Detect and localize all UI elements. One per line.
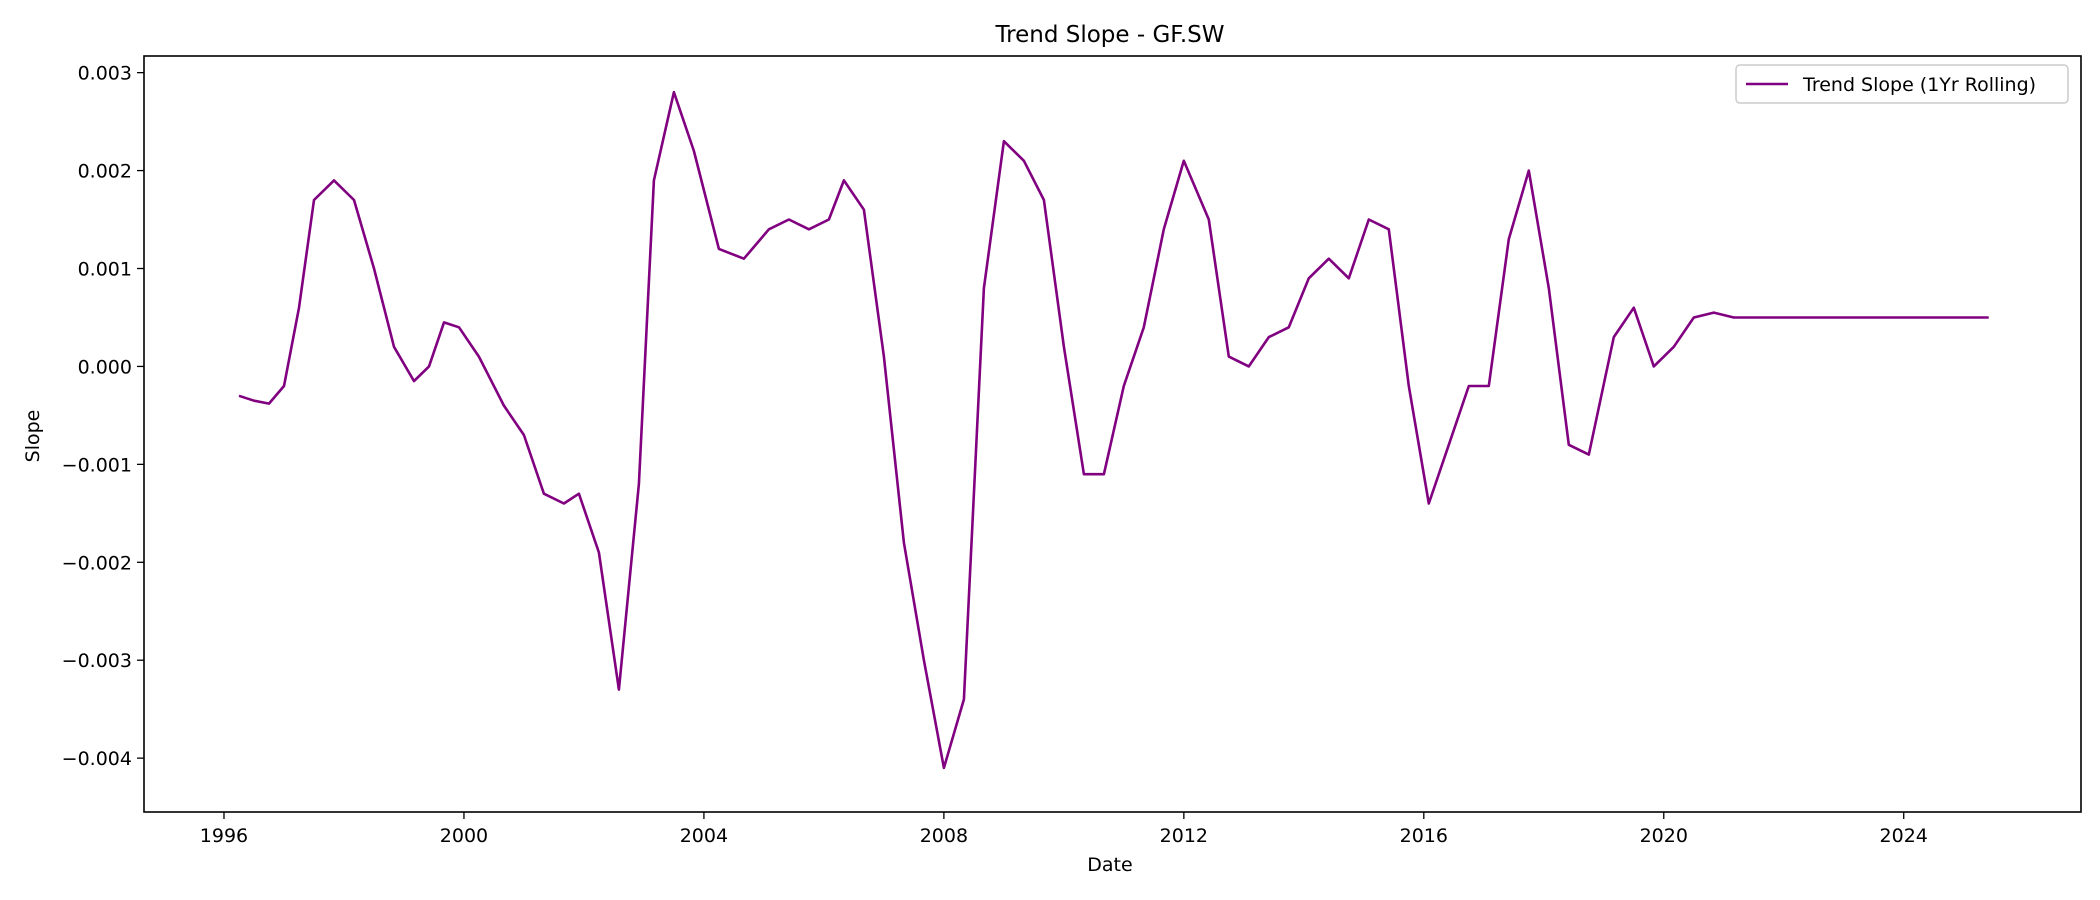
y-axis: 0.003 0.002 0.001 0.000 −0.001 −0.002 −0.003 −0… xyxy=(62,63,144,770)
x-axis: 1996 2000 2004 2008 2012 2016 2020 2024 xyxy=(200,812,1928,847)
chart-title: Trend Slope - GF.SW xyxy=(994,22,1224,48)
x-tick-label: 2004 xyxy=(680,825,728,847)
y-tick-label: −0.001 xyxy=(62,454,132,476)
x-tick-label: 2000 xyxy=(440,825,488,847)
y-tick-label: −0.003 xyxy=(62,650,132,672)
x-tick-label: 2020 xyxy=(1640,825,1688,847)
legend-label: Trend Slope (1Yr Rolling) xyxy=(1802,74,2036,96)
x-axis-label: Date xyxy=(1087,854,1132,876)
x-tick-label: 2016 xyxy=(1400,825,1448,847)
x-tick-label: 2012 xyxy=(1160,825,1208,847)
x-tick-label: 2008 xyxy=(920,825,968,847)
y-axis-label: Slope xyxy=(22,410,44,463)
y-tick-label: 0.000 xyxy=(78,356,132,378)
y-tick-label: 0.001 xyxy=(78,259,132,281)
plot-area xyxy=(143,55,2082,813)
y-tick-label: −0.002 xyxy=(62,552,132,574)
x-tick-label: 1996 xyxy=(200,825,248,847)
legend: Trend Slope (1Yr Rolling) xyxy=(1735,64,2069,104)
y-tick-label: 0.002 xyxy=(78,161,132,183)
x-tick-label: 2024 xyxy=(1880,825,1928,847)
legend-box xyxy=(1735,64,2069,104)
y-tick-label: 0.003 xyxy=(78,63,132,85)
y-tick-label: −0.004 xyxy=(62,748,132,770)
series-line-trend-slope xyxy=(238,90,1989,770)
